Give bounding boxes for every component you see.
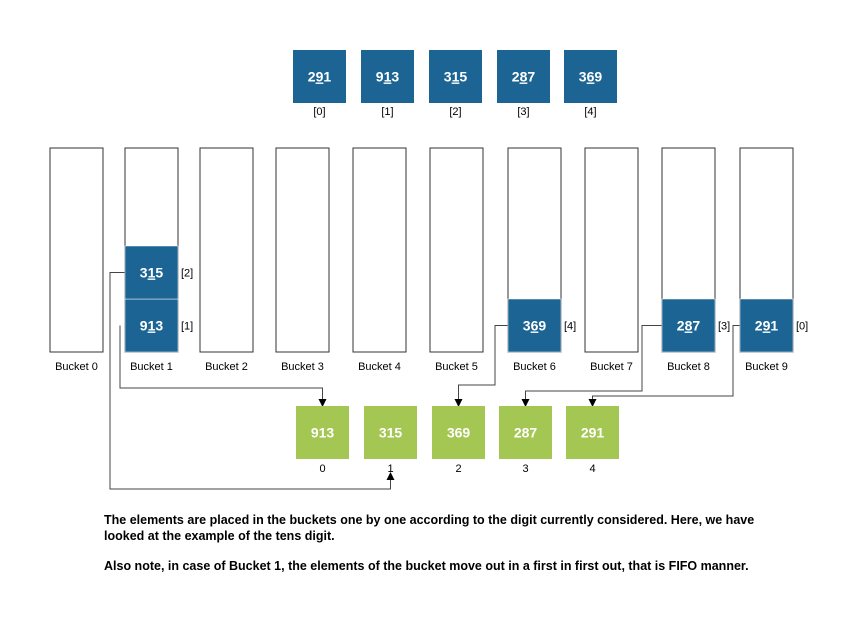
caption-paragraph-1: The elements are placed in the buckets o… [104, 513, 755, 543]
result-array-box [432, 406, 485, 459]
bucket-item-index: [1] [181, 321, 193, 333]
result-array-box [364, 406, 417, 459]
bucket-7 [584, 147, 639, 353]
original-array-index: [4] [584, 106, 596, 118]
original-array-index: [1] [381, 106, 393, 118]
original-array-box [497, 50, 550, 103]
bucket-3 [275, 147, 330, 353]
result-array-box [296, 406, 349, 459]
bucket-label: Bucket 7 [590, 361, 633, 373]
bucket-item-index: [3] [718, 321, 730, 333]
bucket-label: Bucket 5 [435, 361, 478, 373]
caption: The elements are placed in the buckets o… [104, 512, 794, 588]
result-array-group: 913 0 315 1 369 2 287 3 291 4 [296, 406, 619, 475]
original-array-value: 913 [376, 69, 400, 85]
original-array-value: 287 [512, 69, 536, 85]
original-array-box [293, 50, 346, 103]
bucket-label: Bucket 6 [513, 361, 556, 373]
bucket-2 [199, 147, 254, 353]
bucket-item-index: [0] [796, 321, 808, 333]
bucket-item-value: 913 [140, 318, 164, 334]
bucket-item-value: 369 [523, 318, 547, 334]
caption-paragraph-2: Also note, in case of Bucket 1, the elem… [104, 559, 749, 573]
bucket-label: Bucket 8 [667, 361, 710, 373]
result-array-index: 0 [319, 463, 325, 475]
connectors-group [109, 272, 740, 490]
bucket-item-value: 315 [140, 265, 164, 281]
connector-arrow [109, 272, 395, 490]
connector-arrow [454, 325, 508, 407]
result-array-value: 291 [581, 425, 605, 441]
bucket-label: Bucket 4 [358, 361, 401, 373]
bucket-5 [429, 147, 484, 353]
original-array-index: [2] [449, 106, 461, 118]
connector-arrow [521, 325, 662, 407]
bucket-item-index: [4] [564, 321, 576, 333]
result-array-value: 369 [447, 425, 471, 441]
bucket-item-index: [2] [181, 268, 193, 280]
bucket-label: Bucket 0 [55, 361, 98, 373]
bucket-item-box [124, 298, 179, 353]
bucket-item-box [507, 298, 562, 353]
original-array-value: 315 [444, 69, 468, 85]
original-array-box [361, 50, 414, 103]
bucket-items-group: 913 [1] 315 [2] 369 [4] 287 [3] 291 [0] [124, 245, 808, 353]
result-array-index: 1 [387, 463, 393, 475]
original-array-group: 291 [0] 913 [1] 315 [2] 287 [3] 369 [4] [293, 50, 617, 118]
result-array-index: 3 [522, 463, 528, 475]
original-array-box [429, 50, 482, 103]
bucket-label: Bucket 1 [130, 361, 173, 373]
result-array-index: 2 [455, 463, 461, 475]
result-array-box [499, 406, 552, 459]
original-array-value: 369 [579, 69, 603, 85]
bucket-item-box [739, 298, 794, 353]
bucket-item-box [124, 245, 179, 300]
bucket-0 [49, 147, 104, 353]
radix-sort-diagram: Bucket 0 Bucket 1 Bucket 2 Bucket 3 Bucket 4… [49, 50, 808, 490]
result-array-value: 913 [311, 425, 335, 441]
bucket-label: Bucket 2 [205, 361, 248, 373]
bucket-label: Bucket 9 [745, 361, 788, 373]
original-array-value: 291 [308, 69, 332, 85]
original-array-index: [0] [313, 106, 325, 118]
bucket-4 [352, 147, 407, 353]
result-array-index: 4 [589, 463, 595, 475]
bucket-item-value: 291 [755, 318, 779, 334]
result-array-value: 287 [514, 425, 538, 441]
original-array-box [564, 50, 617, 103]
result-array-value: 315 [379, 425, 403, 441]
bucket-item-box [661, 298, 716, 353]
result-array-box [566, 406, 619, 459]
bucket-label: Bucket 3 [281, 361, 324, 373]
connector-arrow [119, 325, 327, 407]
connector-arrow [588, 325, 740, 407]
bucket-item-value: 287 [677, 318, 701, 334]
original-array-index: [3] [517, 106, 529, 118]
